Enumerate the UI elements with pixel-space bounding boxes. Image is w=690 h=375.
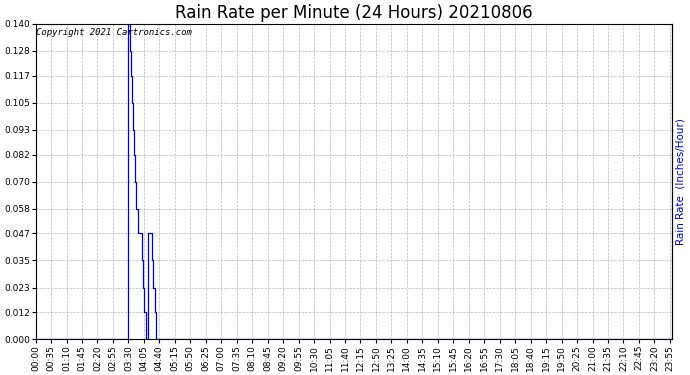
Title: Rain Rate per Minute (24 Hours) 20210806: Rain Rate per Minute (24 Hours) 20210806 [175, 4, 533, 22]
Text: Copyright 2021 Cartronics.com: Copyright 2021 Cartronics.com [37, 28, 192, 38]
Y-axis label: Rain Rate  (Inches/Hour): Rain Rate (Inches/Hour) [676, 118, 686, 245]
